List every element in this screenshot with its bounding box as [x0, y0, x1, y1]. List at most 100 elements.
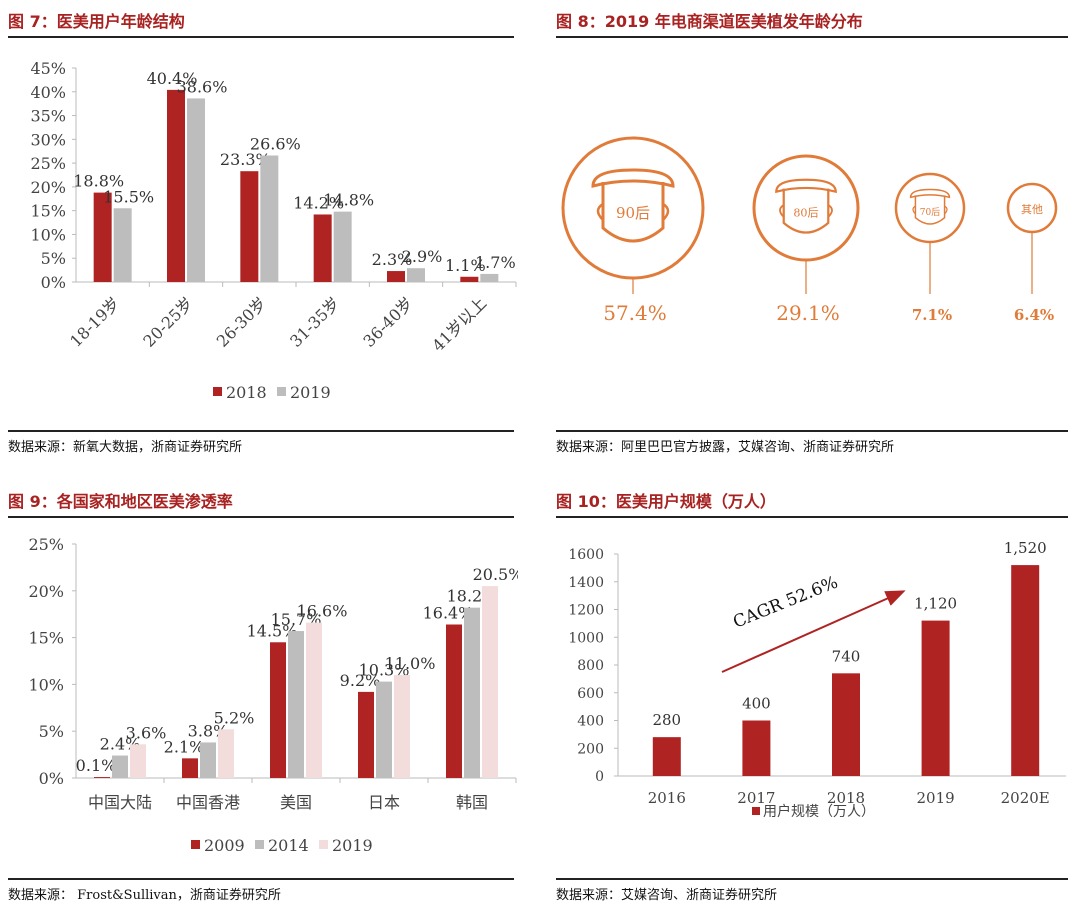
y-tick-label: 10%	[28, 675, 64, 694]
y-tick-label: 1400	[568, 575, 604, 591]
ear-right-icon	[827, 204, 833, 218]
bar-2009-2	[270, 642, 286, 778]
figure-7-chart: 0% 5% 10% 15% 20% 25% 30% 35% 40% 45% 18.8%15.5% 18…	[30, 59, 517, 402]
bar-2018-4	[387, 271, 405, 282]
data-label-2018-4: 2.3%	[372, 250, 413, 269]
y-tick-label: 25%	[30, 154, 66, 173]
data-label-2019-3: 11.0%	[385, 654, 436, 673]
x-tick-label: 31-35岁	[286, 293, 343, 350]
bar-2019-2	[260, 155, 279, 282]
y-tick-label: 35%	[30, 107, 66, 126]
data-label-2019-1: 38.6%	[177, 77, 228, 96]
x-tick-label: 日本	[368, 793, 400, 812]
legend-label-2014: 2014	[268, 836, 309, 855]
bar-2019-2	[306, 622, 322, 778]
hair-icon	[775, 178, 837, 194]
x-tick-label: 中国香港	[176, 793, 240, 812]
y-tick-label: 1200	[568, 603, 604, 619]
data-label-2019: 1,120	[914, 595, 957, 613]
figure-8-panel: 图 8：2019 年电商渠道医美植发年龄分布 90后 57.4% 80后 29.1% 7…	[556, 0, 1072, 460]
ear-right-icon	[944, 205, 948, 215]
data-label-2019-3: 14.8%	[323, 191, 374, 210]
data-label-2018-5: 1.1%	[445, 256, 486, 275]
data-label-2009-0: 0.1%	[76, 756, 117, 775]
x-tick-label: 2018	[827, 789, 865, 807]
bar-2019-0	[113, 208, 132, 282]
ear-left-icon	[596, 202, 604, 221]
bar-2019-5	[480, 273, 499, 282]
figure-7-source: 数据来源：新氧大数据，浙商证券研究所	[8, 440, 243, 455]
y-tick-label: 5%	[41, 249, 66, 268]
data-label-2016: 280	[652, 711, 681, 729]
legend-swatch-users	[752, 807, 760, 815]
y-tick-label: 25%	[28, 535, 64, 554]
hair-icon	[591, 168, 675, 188]
y-tick-label: 40%	[30, 83, 66, 102]
bar-2009-4	[446, 624, 462, 778]
data-label-2019-0: 15.5%	[103, 187, 154, 206]
age-label-1: 80后	[793, 206, 818, 219]
bar-2019-3	[394, 675, 410, 778]
y-tick-label: 45%	[30, 59, 66, 78]
figure-9-top-rule	[8, 516, 514, 518]
bar-2019-4	[482, 586, 498, 778]
figure-10-chart: 0 200 400 600 800 1000 1200 1400 1600 280 2016 400 2…	[568, 539, 1066, 820]
legend-swatch-2014	[255, 840, 264, 849]
x-tick-label: 2019	[917, 789, 955, 807]
data-label-2009-2: 14.5%	[247, 621, 298, 640]
bar-2019-4	[407, 268, 425, 282]
y-tick-label: 400	[577, 714, 604, 730]
y-tick-label: 15%	[28, 629, 64, 648]
figure-9-bottom-rule	[8, 878, 514, 880]
bar-2014-2	[288, 631, 304, 778]
figure-10-top-rule	[556, 516, 1068, 518]
figure-9-title: 图 9：各国家和地区医美渗透率	[8, 492, 233, 511]
figure-9-source: 数据来源： Frost&Sullivan，浙商证券研究所	[8, 888, 281, 903]
data-label-2018-2: 23.3%	[220, 150, 271, 169]
figure-9-chart: 0%5%10%15%20%25%0.1%2.4%3.6%中国大陆2.1%3.8%…	[28, 535, 518, 855]
figure-7-top-rule	[8, 36, 514, 38]
y-tick-label: 20%	[28, 582, 64, 601]
legend-swatch-2018	[213, 387, 222, 396]
figure-10-source: 数据来源：艾媒咨询、浙商证券研究所	[556, 888, 778, 903]
face-icon	[601, 182, 665, 243]
legend-label-users: 用户规模（万人）	[763, 803, 875, 820]
bar-2019	[921, 620, 950, 776]
figure-10-panel: 图 10：医美用户规模（万人） 0 200 400 600 800 1000 1200 140…	[556, 478, 1072, 908]
data-label-2019-2: 16.6%	[297, 602, 348, 621]
bar-2014-3	[376, 681, 392, 778]
y-tick-label: 600	[577, 686, 604, 702]
cagr-annotation: CAGR 52.6%	[730, 572, 840, 632]
face-icon	[782, 188, 830, 234]
bar-2019-3	[333, 211, 352, 282]
y-tick-label: 10%	[30, 225, 66, 244]
x-tick-label: 2017	[737, 789, 775, 807]
face-icon	[914, 195, 946, 225]
ear-left-icon	[912, 205, 916, 215]
data-label-2019-1: 5.2%	[214, 708, 255, 727]
data-label-2009-4: 16.4%	[423, 603, 474, 622]
data-label-2020E: 1,520	[1004, 539, 1047, 557]
y-tick-label: 5%	[39, 722, 64, 741]
bar-2018-2	[240, 171, 259, 282]
y-tick-label: 0%	[41, 273, 66, 292]
figure-7-bottom-rule	[8, 430, 514, 432]
y-tick-label: 0%	[39, 769, 64, 788]
x-tick-label: 26-30岁	[213, 293, 270, 350]
bar-2017	[742, 720, 771, 776]
figure-8-source: 数据来源：阿里巴巴官方披露，艾媒咨询、浙商证券研究所	[556, 440, 895, 455]
data-label-2019-4: 20.5%	[473, 565, 518, 584]
x-tick-label: 美国	[280, 793, 312, 812]
data-label-2019-4: 2.9%	[402, 247, 443, 266]
bar-2009-1	[182, 758, 198, 778]
bar-2014-1	[200, 742, 216, 778]
legend-swatch-2019	[319, 840, 328, 849]
x-tick-label: 36-40岁	[359, 293, 416, 350]
data-label-2018-0: 18.8%	[73, 172, 124, 191]
y-tick-label: 1000	[568, 630, 604, 646]
share-value-1: 29.1%	[776, 301, 840, 325]
y-tick-label: 0	[595, 769, 604, 785]
data-label-2018-3: 14.2%	[293, 193, 344, 212]
x-tick-label: 18-19岁	[66, 293, 123, 350]
cagr-arrow	[721, 590, 906, 673]
